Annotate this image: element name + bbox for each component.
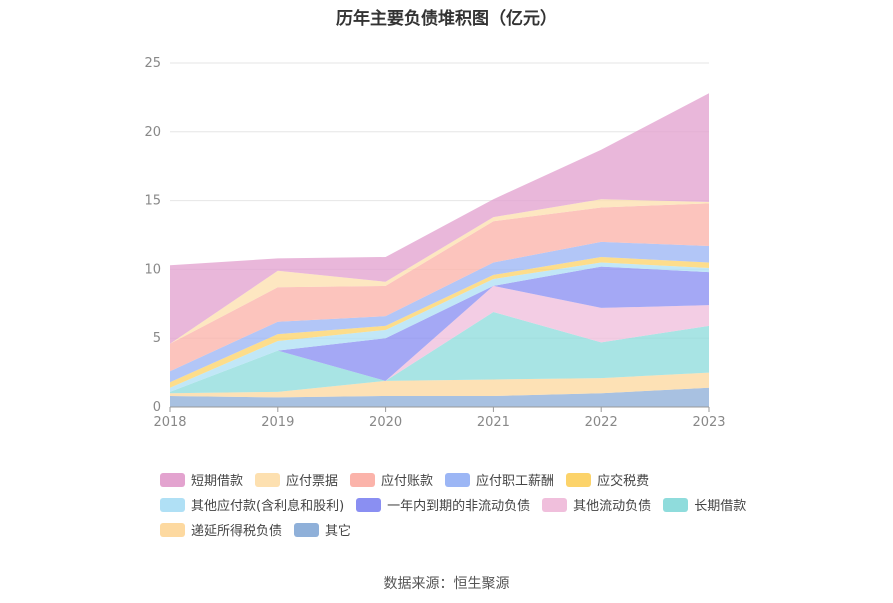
legend-item[interactable]: 应付账款 xyxy=(350,470,433,489)
legend-swatch xyxy=(542,497,568,512)
legend-label: 应交税费 xyxy=(597,474,650,489)
x-tick-label: 2023 xyxy=(692,415,725,430)
legend-label: 其它 xyxy=(325,524,352,539)
legend-label: 应付职工薪酬 xyxy=(476,474,555,489)
legend-label: 长期借款 xyxy=(694,499,747,514)
legend-label: 短期借款 xyxy=(191,474,244,489)
legend: 短期借款 应付票据 应付账款 应付职工薪酬 应交税费其他应付款(含利息和股利) 一年内到期… xyxy=(160,470,780,545)
chart-title: 历年主要负债堆积图（亿元） xyxy=(336,9,557,29)
area-series-4 xyxy=(170,266,709,392)
x-tick-label: 2019 xyxy=(261,415,294,430)
x-tick-label: 2018 xyxy=(153,415,186,430)
legend-item[interactable]: 长期借款 xyxy=(663,495,746,514)
legend-swatch xyxy=(255,472,281,487)
area-series-9 xyxy=(170,199,709,344)
source-note: 数据来源：恒生聚源 xyxy=(383,576,510,592)
y-tick-label: 0 xyxy=(153,400,161,415)
area-series-3 xyxy=(170,285,709,392)
stacked-area-chart: 0 5 10 15 20 25 2018 2019 2020 2021 2022 2023 xyxy=(144,56,725,430)
legend-swatch xyxy=(356,497,382,512)
y-tick-label: 10 xyxy=(144,262,161,277)
legend-item[interactable]: 其他应付款(含利息和股利) xyxy=(160,495,344,514)
legend-swatch xyxy=(294,522,320,537)
legend-label: 其他应付款(含利息和股利) xyxy=(191,499,345,514)
axes: 0 5 10 15 20 25 2018 2019 2020 2021 2022 2023 xyxy=(144,56,725,430)
legend-label: 应付账款 xyxy=(381,474,434,489)
legend-swatch xyxy=(566,472,592,487)
legend-swatch xyxy=(350,472,376,487)
legend-item[interactable]: 一年内到期的非流动负债 xyxy=(356,495,530,514)
area-series-7 xyxy=(170,241,709,383)
y-tick-label: 25 xyxy=(144,56,161,71)
legend-row: 短期借款 应付票据 应付账款 应付职工薪酬 应交税费 xyxy=(160,470,780,489)
legend-swatch xyxy=(445,472,471,487)
legend-item[interactable]: 应付职工薪酬 xyxy=(445,470,554,489)
area-series-2 xyxy=(170,312,709,394)
area-series-layer xyxy=(170,93,709,407)
legend-swatch xyxy=(160,472,185,487)
legend-swatch xyxy=(160,497,185,512)
legend-label: 一年内到期的非流动负债 xyxy=(387,499,531,514)
legend-row: 其他应付款(含利息和股利) 一年内到期的非流动负债 其他流动负债 长期借款 xyxy=(160,495,780,514)
legend-item[interactable]: 其它 xyxy=(294,520,351,539)
y-tick-label: 5 xyxy=(153,331,161,346)
legend-item[interactable]: 应交税费 xyxy=(566,470,649,489)
x-tick-label: 2020 xyxy=(369,415,402,430)
x-tick-label: 2022 xyxy=(585,415,618,430)
legend-label: 递延所得税负债 xyxy=(191,524,283,539)
legend-label: 应付票据 xyxy=(286,474,339,489)
x-tick-label: 2021 xyxy=(477,415,510,430)
legend-item[interactable]: 短期借款 xyxy=(160,470,243,489)
y-tick-label: 15 xyxy=(144,194,161,209)
legend-swatch xyxy=(663,497,689,512)
legend-item[interactable]: 其他流动负债 xyxy=(542,495,651,514)
y-tick-label: 20 xyxy=(144,125,161,140)
legend-item[interactable]: 应付票据 xyxy=(255,470,338,489)
legend-label: 其他流动负债 xyxy=(573,499,652,514)
area-series-8 xyxy=(170,203,709,372)
legend-item[interactable]: 递延所得税负债 xyxy=(160,520,282,539)
area-series-1 xyxy=(170,372,709,398)
area-series-0 xyxy=(170,387,709,407)
legend-row: 递延所得税负债 其它 xyxy=(160,520,780,539)
legend-swatch xyxy=(160,522,185,537)
